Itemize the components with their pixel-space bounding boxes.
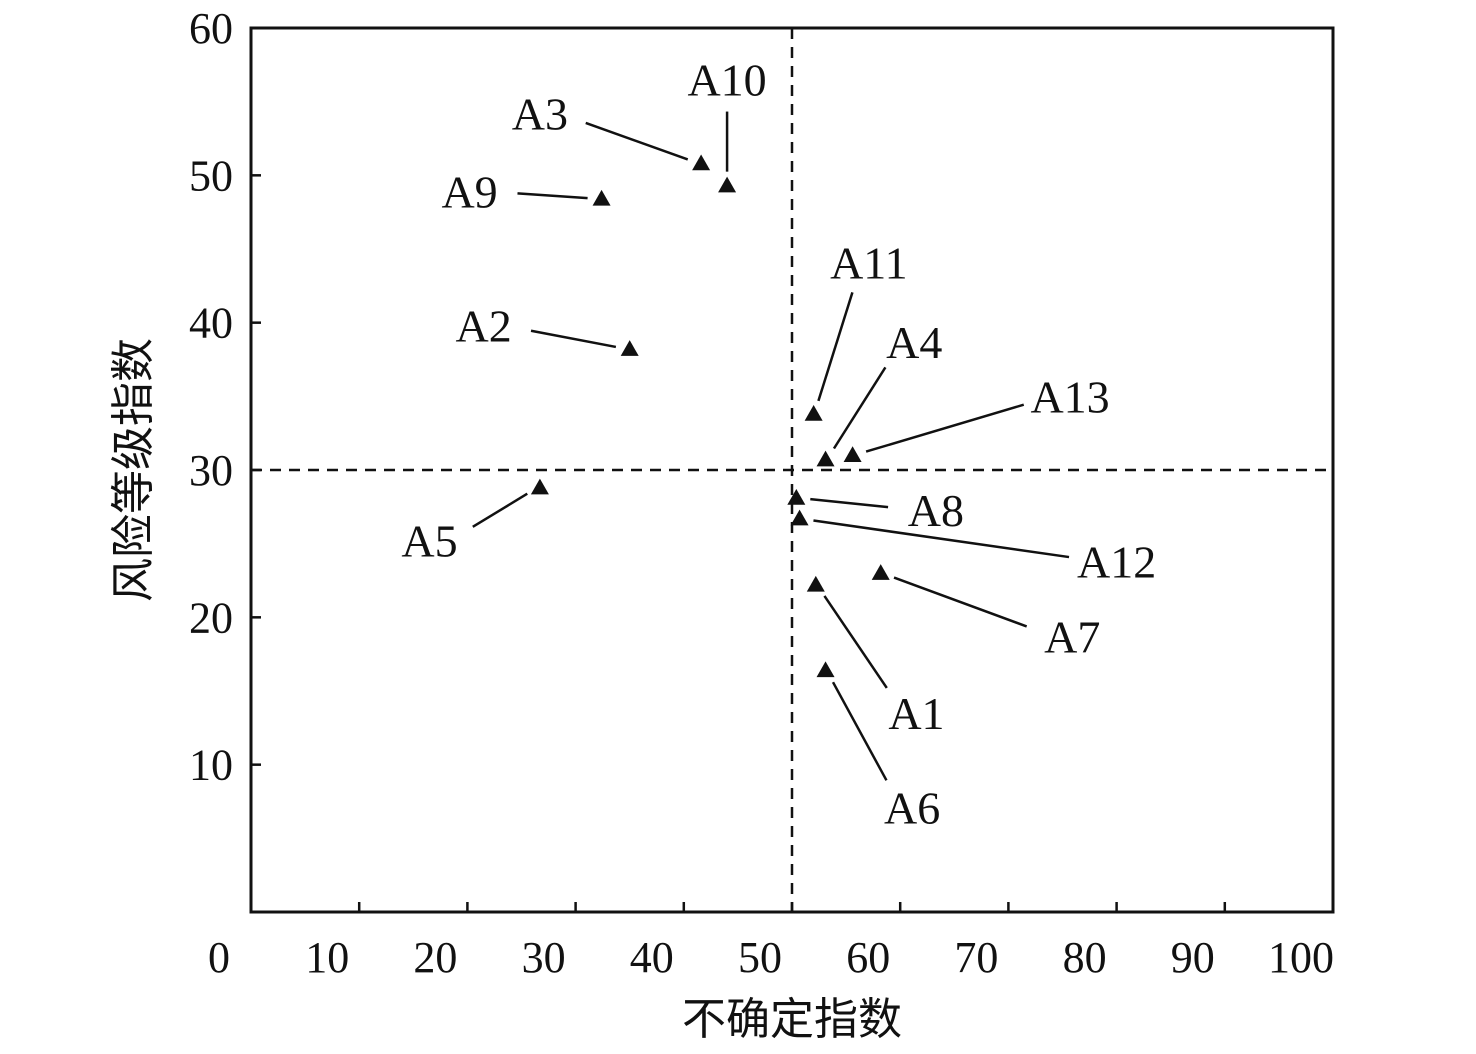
point-marker-a1 <box>806 575 825 592</box>
leader-line-a1 <box>823 595 888 689</box>
leader-line-a13 <box>865 403 1025 453</box>
point-label-a4: A4 <box>886 317 942 368</box>
point-label-a12: A12 <box>1077 536 1156 587</box>
point-marker-a2 <box>620 340 639 356</box>
leader-line-a9 <box>517 192 588 200</box>
point-marker-a9 <box>592 189 611 206</box>
reference-lines <box>251 28 1333 912</box>
point-marker-a3 <box>692 154 711 171</box>
x-tick-label: 20 <box>413 933 457 982</box>
y-tick-label: 50 <box>189 151 233 200</box>
point-label-a10: A10 <box>687 55 766 106</box>
point-label-a8: A8 <box>908 485 964 536</box>
point-label-a3: A3 <box>512 88 568 139</box>
point-marker-a11 <box>804 405 823 421</box>
x-tick-label: 70 <box>954 933 998 982</box>
point-marker-a6 <box>816 661 835 678</box>
y-tick-label: 20 <box>189 593 233 642</box>
x-axis-title: 不确定指数 <box>682 994 902 1045</box>
y-tick-label: 40 <box>189 299 233 348</box>
x-tick-label: 30 <box>522 933 566 982</box>
leader-line-a4 <box>832 366 887 450</box>
leader-line-a5 <box>472 492 528 528</box>
y-tick-label: 10 <box>189 741 233 790</box>
point-label-a5: A5 <box>401 516 457 567</box>
x-tick-label: 80 <box>1063 933 1107 982</box>
point-label-a11: A11 <box>830 237 908 288</box>
leader-line-a7 <box>893 576 1028 628</box>
point-marker-a8 <box>787 488 806 505</box>
leader-line-a6 <box>831 681 888 781</box>
leader-line-a12 <box>813 519 1070 559</box>
leader-line-a2 <box>530 329 617 349</box>
x-tick-label: 40 <box>630 933 674 982</box>
point-marker-a10 <box>718 176 737 193</box>
x-tick-label: 50 <box>738 933 782 982</box>
x-tick-label: 60 <box>846 933 890 982</box>
point-label-a7: A7 <box>1044 611 1100 662</box>
x-tick-label: 0 <box>208 933 230 982</box>
point-marker-a7 <box>871 564 890 580</box>
point-marker-a13 <box>843 446 862 463</box>
point-marker-a4 <box>816 450 835 467</box>
leader-line-a11 <box>817 291 854 402</box>
point-label-a2: A2 <box>456 301 512 352</box>
x-tick-label: 10 <box>305 933 349 982</box>
x-tick-label: 100 <box>1268 933 1334 982</box>
data-markers <box>530 154 890 678</box>
point-label-a9: A9 <box>441 167 497 218</box>
x-tick-label: 90 <box>1171 933 1215 982</box>
axis-ticks: 0 10 20 30 40 50 60 70 80 90 100 10 20 30 40 50 60 <box>189 4 1334 982</box>
point-marker-a5 <box>530 478 549 495</box>
point-labels: A1 A2 A3 A4 A5 A6 A7 A8 A9 A10 A11 A12 A13 <box>401 55 1156 834</box>
y-tick-label: 30 <box>189 446 233 495</box>
y-tick-label: 60 <box>189 4 233 53</box>
point-label-a13: A13 <box>1030 371 1109 422</box>
point-label-a1: A1 <box>888 688 944 739</box>
leader-line-a3 <box>585 121 689 161</box>
y-axis-title: 风险等级指数 <box>108 338 159 602</box>
leader-line-a8 <box>810 497 889 509</box>
point-label-a6: A6 <box>884 782 940 833</box>
point-marker-a12 <box>790 509 809 526</box>
label-leader-lines <box>472 111 1070 781</box>
